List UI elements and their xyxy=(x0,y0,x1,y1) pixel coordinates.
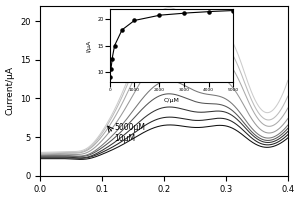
Y-axis label: Current/μA: Current/μA xyxy=(6,66,15,115)
Text: 10μM: 10μM xyxy=(114,134,135,143)
Text: 5000μM: 5000μM xyxy=(114,123,145,132)
